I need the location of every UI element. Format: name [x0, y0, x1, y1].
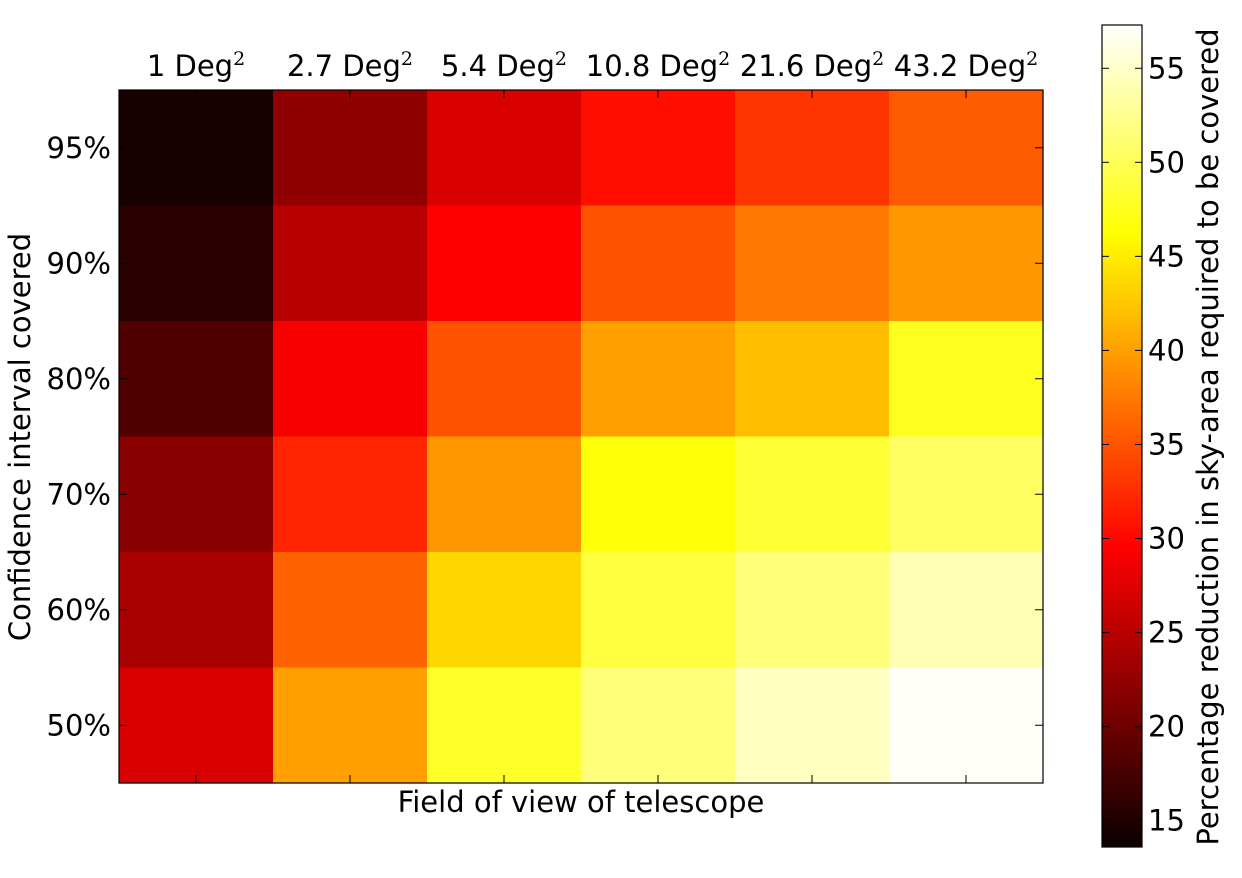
colorbar-tick-label: 25: [1148, 616, 1185, 650]
heatmap-cell: [427, 552, 582, 669]
colorbar-tick-label: 30: [1148, 522, 1185, 556]
heatmap-cell: [581, 321, 736, 438]
x-tick-label: 1 Deg2: [147, 48, 245, 83]
y-tick-label: 70%: [47, 477, 111, 511]
colorbar-label: Percentage reduction in sky-area require…: [1191, 28, 1225, 845]
heatmap-cell: [273, 552, 428, 669]
colorbar-tick-label: 40: [1148, 333, 1185, 367]
x-tick-label: 5.4 Deg2: [441, 48, 567, 83]
heatmap-cell: [889, 436, 1044, 553]
colorbar-tick-label: 20: [1148, 710, 1185, 744]
colorbar-tick-label: 45: [1148, 239, 1185, 273]
heatmap-cell: [427, 205, 582, 322]
y-tick-labels: 95% 90% 80% 70% 60% 50%: [47, 131, 111, 743]
heatmap-cell: [581, 205, 736, 322]
x-tick-label: 21.6 Deg2: [740, 48, 884, 83]
heatmap-cell: [273, 205, 428, 322]
plot-ticks: [119, 90, 1043, 783]
heatmap-cell: [427, 667, 582, 784]
heatmap-cell: [735, 552, 890, 669]
heatmap-cell: [427, 90, 582, 207]
heatmap-cell: [581, 90, 736, 207]
heatmap-cell: [735, 90, 890, 207]
heatmap-cell: [427, 436, 582, 553]
heatmap-cell: [581, 667, 736, 784]
heatmap-cell: [735, 667, 890, 784]
plot-frame: [118, 89, 1044, 784]
heatmap-cell: [273, 667, 428, 784]
x-tick-labels: 1 Deg2 2.7 Deg2 5.4 Deg2 10.8 Deg2 21.6 Deg2…: [147, 48, 1038, 83]
heatmap-cell: [119, 90, 274, 207]
x-tick-label: 2.7 Deg2: [287, 48, 413, 83]
heatmap-cell: [735, 205, 890, 322]
y-tick-label: 95%: [47, 131, 111, 165]
heatmap-cell: [119, 205, 274, 322]
heatmap-cell: [581, 552, 736, 669]
heatmap-cell: [273, 321, 428, 438]
colorbar: [1101, 24, 1143, 848]
heatmap-cell: [119, 552, 274, 669]
heatmap-cell: [119, 321, 274, 438]
heatmap-cell: [889, 552, 1044, 669]
heatmap-cell: [427, 321, 582, 438]
y-tick-label: 80%: [47, 362, 111, 396]
y-tick-label: 90%: [47, 246, 111, 280]
x-tick-label: 10.8 Deg2: [586, 48, 730, 83]
colorbar-tick-label: 50: [1148, 145, 1185, 179]
heatmap-cell: [889, 667, 1044, 784]
y-axis-label: Confidence interval covered: [3, 233, 37, 641]
colorbar-ticks: 15 20 25 30 35 40 45 50 55: [1102, 51, 1185, 838]
colorbar-tick-label: 15: [1148, 804, 1185, 838]
heatmap-cell: [273, 436, 428, 553]
heatmap-cell: [119, 667, 274, 784]
heatmap-cell: [273, 90, 428, 207]
heatmap-cell: [581, 436, 736, 553]
x-axis-label: Field of view of telescope: [398, 785, 765, 819]
heatmap-cells: [119, 90, 1044, 784]
heatmap-cell: [735, 321, 890, 438]
y-tick-label: 60%: [47, 593, 111, 627]
colorbar-tick-label: 55: [1148, 51, 1185, 85]
heatmap-cell: [889, 90, 1044, 207]
y-tick-label: 50%: [47, 708, 111, 742]
colorbar-tick-label: 35: [1148, 427, 1185, 461]
heatmap-cell: [889, 321, 1044, 438]
heatmap-cell: [735, 436, 890, 553]
heatmap-cell: [889, 205, 1044, 322]
x-tick-label: 43.2 Deg2: [894, 48, 1038, 83]
heatmap-cell: [119, 436, 274, 553]
